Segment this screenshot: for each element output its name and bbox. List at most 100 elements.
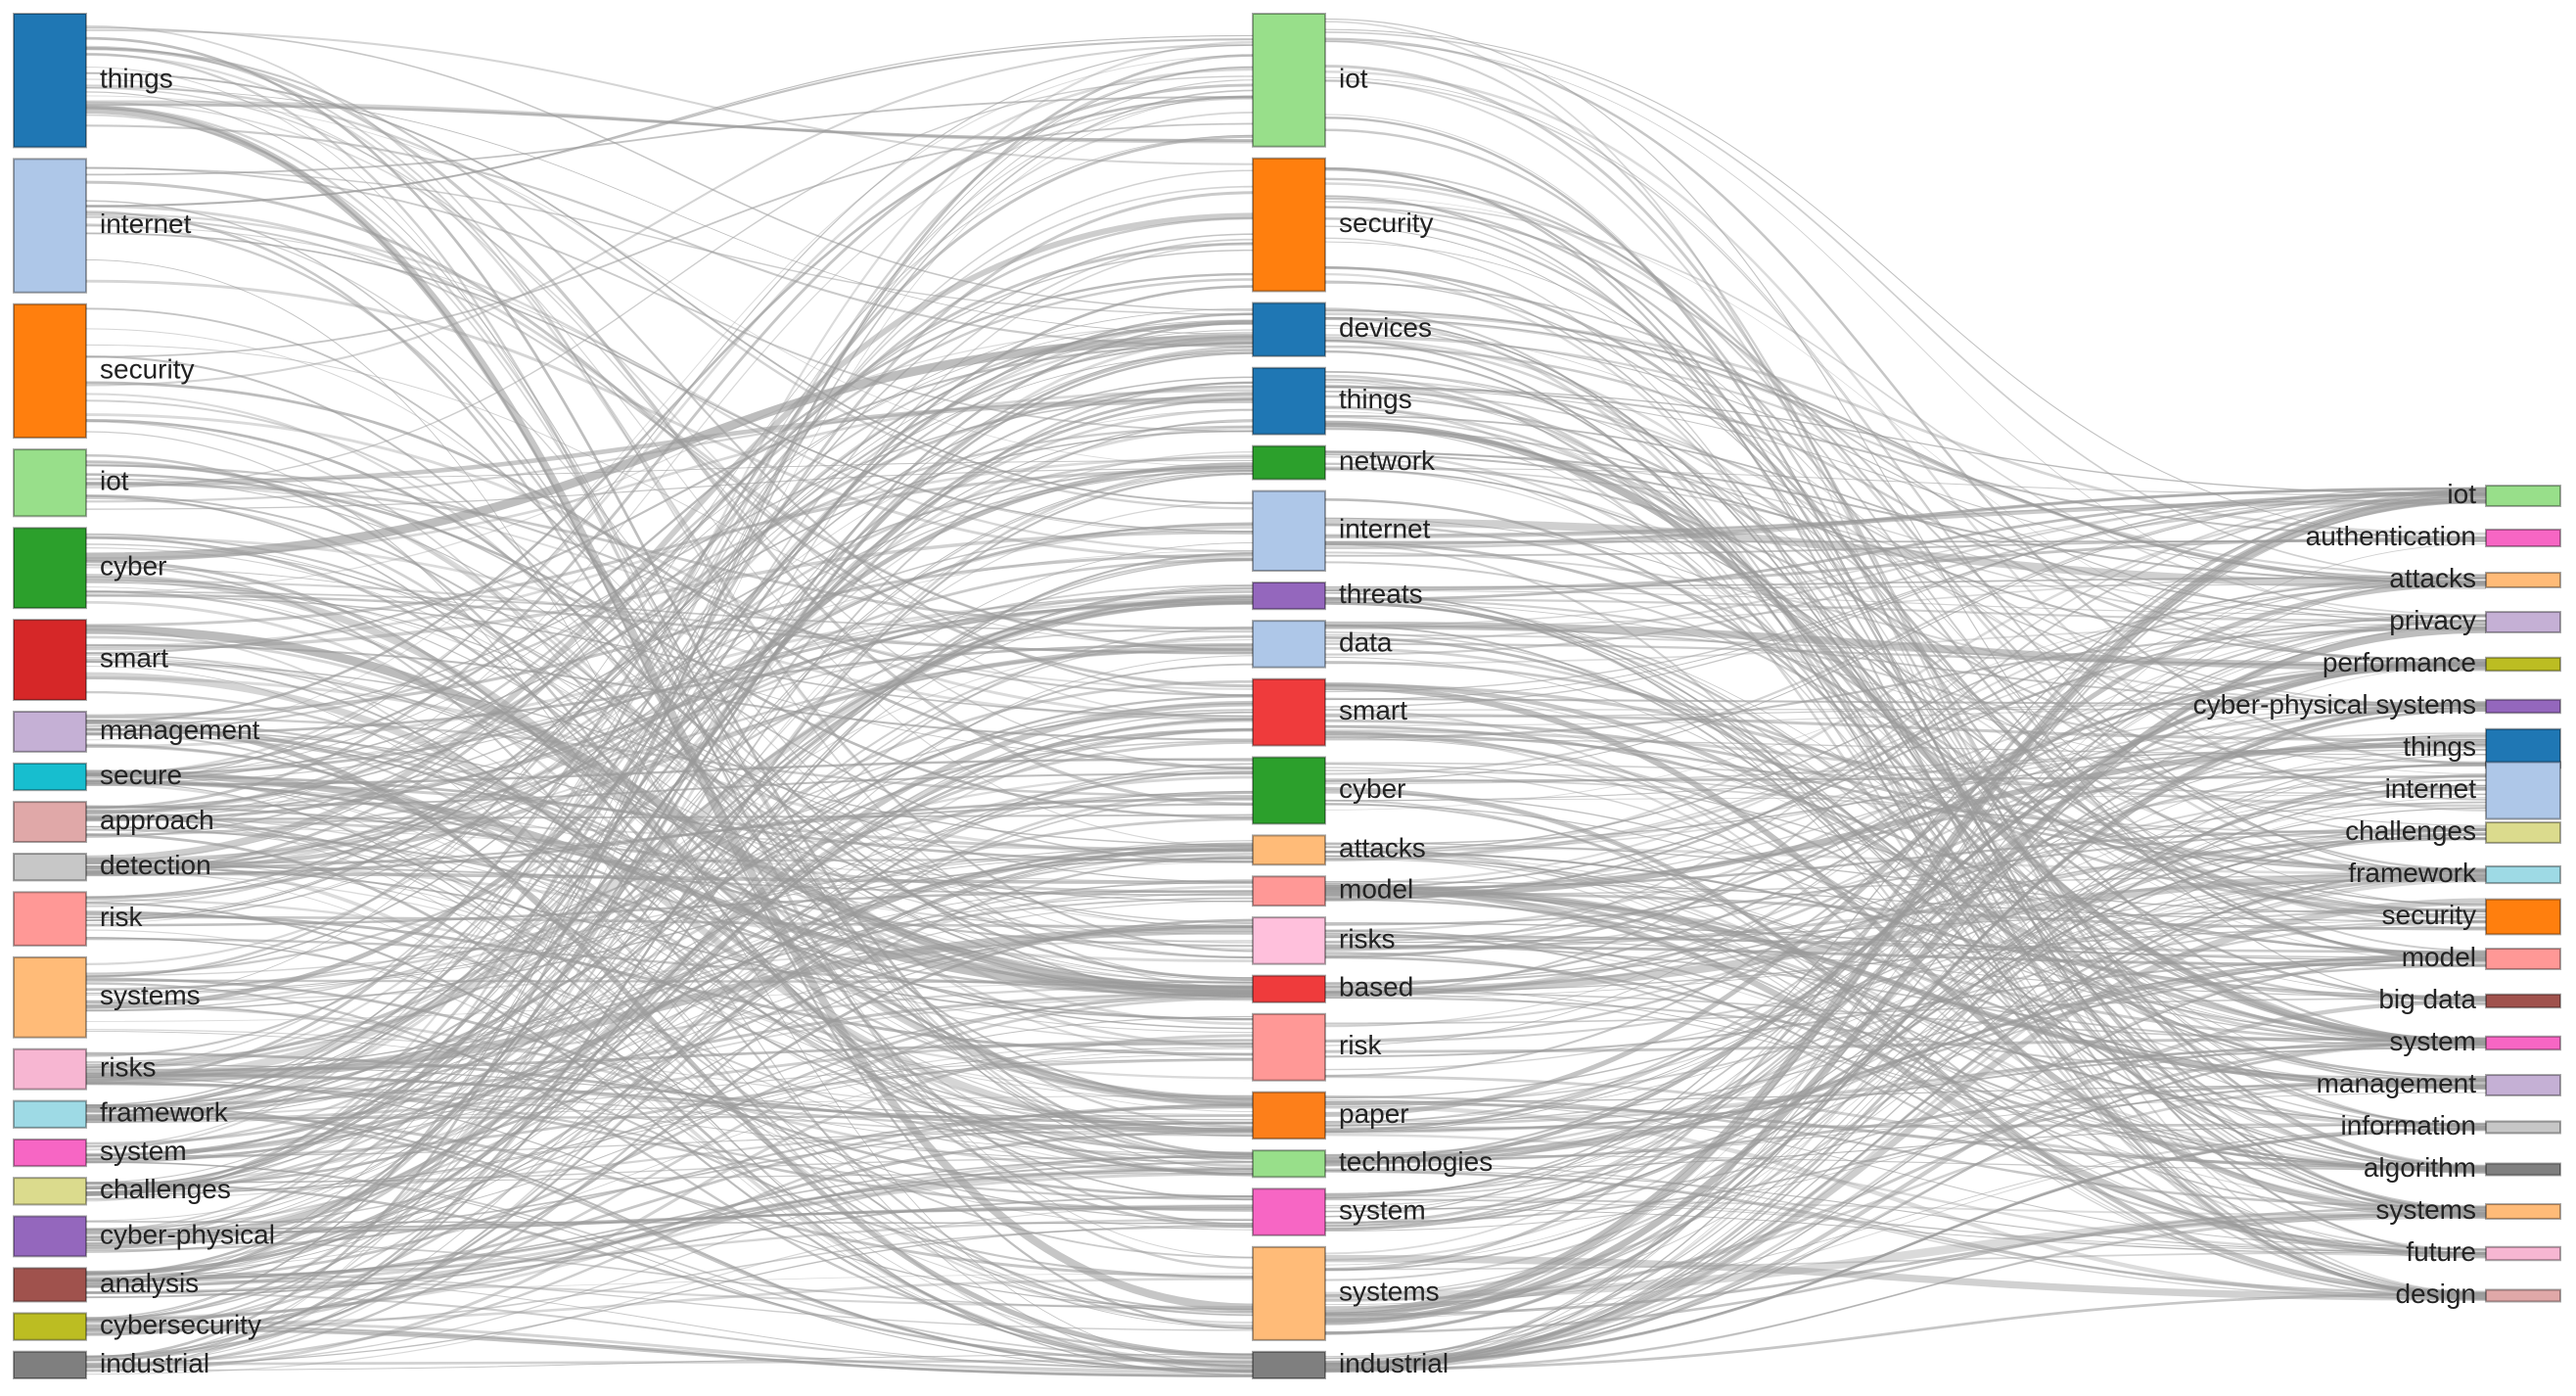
node-label: threats bbox=[1339, 579, 1423, 609]
link-1-368 bbox=[1324, 1079, 2487, 1163]
link-1-79 bbox=[1324, 577, 2487, 854]
node-label: devices bbox=[1339, 312, 1432, 343]
node-label: things bbox=[1339, 384, 1412, 414]
link-0-22 bbox=[85, 595, 1254, 718]
link-0-127 bbox=[85, 879, 1254, 1156]
node-bar bbox=[13, 853, 87, 882]
node-label: performance bbox=[2323, 647, 2476, 677]
node-label: systems bbox=[1339, 1277, 1440, 1307]
node-bar bbox=[2485, 1074, 2561, 1096]
link-0-25 bbox=[85, 1029, 1254, 1116]
link-1-191 bbox=[1324, 1037, 2487, 1053]
link-0-56 bbox=[85, 95, 1254, 176]
link-1-335 bbox=[1324, 1212, 2487, 1373]
link-0-61 bbox=[85, 1221, 1254, 1225]
link-0-269 bbox=[85, 336, 1254, 1324]
link-0-48 bbox=[85, 856, 1254, 1369]
link-0-394 bbox=[85, 709, 1254, 1063]
link-0-265 bbox=[85, 542, 1254, 1240]
node-col1-industrial: industrial bbox=[13, 1348, 209, 1379]
node-label: system bbox=[1339, 1194, 1426, 1225]
node-bar bbox=[1252, 489, 1326, 573]
node-col3-algorithm: algorithm bbox=[2364, 1152, 2561, 1183]
link-0-400 bbox=[85, 584, 1254, 1189]
link-1-275 bbox=[1324, 697, 2487, 707]
link-0-267 bbox=[85, 1122, 1254, 1238]
node-label: risk bbox=[100, 902, 144, 932]
link-1-127 bbox=[1324, 945, 2487, 967]
link-0-357 bbox=[85, 719, 1254, 1242]
node-label: internet bbox=[2385, 773, 2477, 804]
link-0-195 bbox=[85, 690, 1254, 1100]
link-0-398 bbox=[85, 695, 1254, 1157]
node-col3-iot: iot bbox=[2447, 479, 2561, 509]
link-1-107 bbox=[1324, 217, 2487, 1044]
link-1-161 bbox=[1324, 908, 2487, 944]
link-1-311 bbox=[1324, 875, 2487, 1298]
link-0-40 bbox=[85, 272, 1254, 775]
link-0-300 bbox=[85, 328, 1254, 950]
link-0-384 bbox=[85, 596, 1254, 1122]
node-bar bbox=[1252, 620, 1326, 669]
link-1-42 bbox=[1324, 517, 2487, 826]
link-0-323 bbox=[85, 719, 1254, 1359]
link-1-125 bbox=[1324, 466, 2487, 631]
link-0-285 bbox=[85, 75, 1254, 489]
link-0-162 bbox=[85, 840, 1254, 1199]
link-0-31 bbox=[85, 381, 1254, 1322]
node-bar bbox=[2485, 993, 2561, 1009]
link-0-395 bbox=[85, 775, 1254, 1117]
node-bar bbox=[1252, 13, 1326, 148]
link-0-405 bbox=[85, 780, 1254, 990]
node-col3-cyber-physical-systems: cyber-physical systems bbox=[2193, 689, 2561, 720]
node-bar bbox=[13, 801, 87, 844]
link-1-170 bbox=[1324, 825, 2487, 1195]
link-0-358 bbox=[85, 815, 1254, 1356]
link-0-138 bbox=[85, 321, 1254, 1285]
link-0-401 bbox=[85, 421, 1254, 1109]
link-0-133 bbox=[85, 533, 1254, 959]
link-1-8 bbox=[1324, 499, 2487, 539]
link-1-2 bbox=[1324, 334, 2487, 625]
node-label: system bbox=[2389, 1026, 2476, 1056]
link-1-216 bbox=[1324, 489, 2487, 775]
link-1-287 bbox=[1324, 583, 2487, 811]
link-1-289 bbox=[1324, 338, 2487, 930]
link-1-10 bbox=[1324, 1079, 2487, 1302]
link-1-341 bbox=[1324, 420, 2487, 1046]
link-1-121 bbox=[1324, 660, 2487, 1225]
link-1-225 bbox=[1324, 500, 2487, 656]
link-0-319 bbox=[85, 47, 1254, 697]
link-1-307 bbox=[1324, 749, 2487, 785]
node-bar bbox=[1252, 1149, 1326, 1179]
link-0-295 bbox=[85, 915, 1254, 928]
link-1-260 bbox=[1324, 767, 2487, 1090]
link-0-373 bbox=[85, 782, 1254, 1325]
link-1-119 bbox=[1324, 769, 2487, 840]
link-1-358 bbox=[1324, 386, 2487, 495]
link-0-80 bbox=[85, 982, 1254, 1356]
link-1-210 bbox=[1324, 598, 2487, 623]
node-col1-cyber-physical: cyber-physical bbox=[13, 1215, 275, 1258]
node-col3-privacy: privacy bbox=[2389, 605, 2561, 635]
node-col2-threats: threats bbox=[1252, 579, 1423, 611]
link-0-214 bbox=[85, 1204, 1254, 1375]
node-label: authentication bbox=[2306, 521, 2476, 551]
link-1-113 bbox=[1324, 281, 2487, 668]
link-0-387 bbox=[85, 67, 1254, 1258]
link-1-301 bbox=[1324, 428, 2487, 710]
link-1-157 bbox=[1324, 1043, 2487, 1123]
link-0-115 bbox=[85, 393, 1254, 1060]
link-1-366 bbox=[1324, 614, 2487, 860]
link-0-82 bbox=[85, 462, 1254, 1009]
link-0-312 bbox=[85, 940, 1254, 1002]
link-1-192 bbox=[1324, 788, 2487, 1373]
node-label: attacks bbox=[2389, 563, 2476, 593]
node-col2-systems: systems bbox=[1252, 1245, 1440, 1341]
node-label: security bbox=[1339, 208, 1433, 238]
link-1-153 bbox=[1324, 18, 2487, 1004]
link-1-364 bbox=[1324, 886, 2487, 1088]
link-0-397 bbox=[85, 1273, 1254, 1371]
link-0-309 bbox=[85, 55, 1254, 741]
link-1-80 bbox=[1324, 883, 2487, 1091]
